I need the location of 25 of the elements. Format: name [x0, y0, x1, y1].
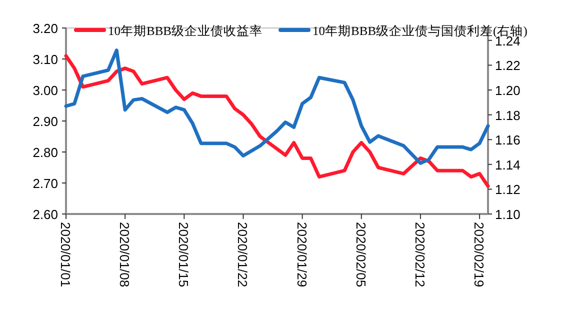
x-tick-label: 2020/02/05 — [353, 222, 368, 288]
y-tick-label: 3.00 — [32, 83, 58, 98]
y-tick-label: 3.20 — [32, 21, 58, 36]
y2-tick-label: 1.20 — [495, 83, 520, 98]
x-tick-label: 2020/02/12 — [412, 222, 428, 288]
line-series — [64, 48, 490, 165]
y2-tick-label: 1.22 — [495, 58, 520, 74]
legend-label: 10年期BBB级企业债收益率 — [108, 23, 263, 38]
y2-tick-label: 1.14 — [495, 157, 520, 172]
y2-tick-label: 1.18 — [495, 108, 520, 123]
x-tick-label: 2020/01/15 — [176, 222, 192, 288]
x-tick-label: 2020/01/08 — [117, 222, 132, 288]
y-tick-label: 2.80 — [32, 145, 58, 160]
x-tick-label: 2020/01/29 — [294, 222, 310, 288]
y-tick-label: 2.70 — [32, 176, 58, 191]
x-tick-label: 2020/01/22 — [235, 222, 250, 288]
y-tick-label: 3.10 — [32, 52, 58, 67]
line-series — [64, 54, 490, 188]
y2-tick-label: 1.10 — [495, 207, 520, 222]
x-tick-label: 2020/01/01 — [58, 222, 73, 288]
y2-tick-label: 1.12 — [495, 182, 520, 198]
y-tick-label: 2.90 — [32, 114, 58, 129]
y-tick-label: 2.60 — [32, 207, 58, 222]
y2-tick-label: 1.16 — [495, 132, 520, 148]
x-tick-label: 2020/02/19 — [472, 222, 487, 288]
